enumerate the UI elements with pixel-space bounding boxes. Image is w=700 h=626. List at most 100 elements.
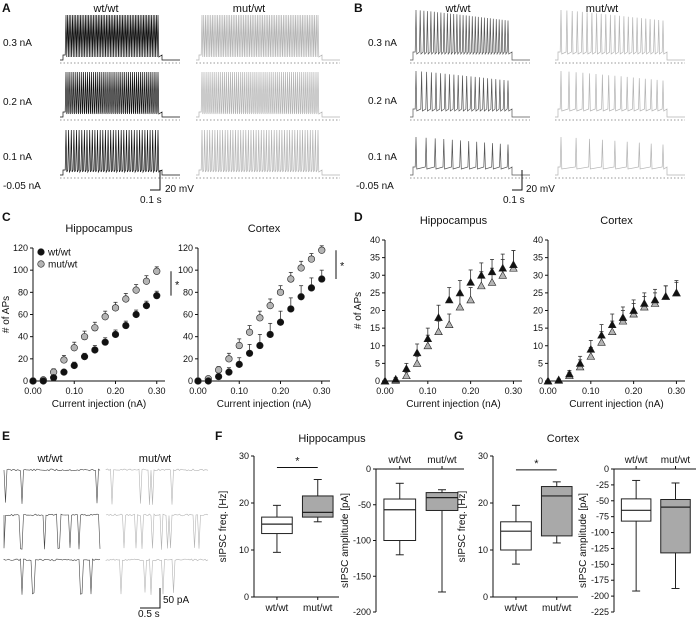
significance-star: *: [340, 261, 345, 273]
f-title: Hippocampus: [298, 433, 366, 445]
a-row-02: 0.2 nA: [3, 97, 32, 108]
x-tick-label: 0.30: [505, 386, 523, 396]
category-label: mut/wt: [303, 603, 333, 614]
b-trace-mut-0: [555, 9, 685, 61]
data-point: [307, 284, 316, 292]
y-tick-label: 20: [533, 306, 543, 316]
significance-star: *: [175, 279, 180, 291]
a-trace-wt-2: [60, 129, 180, 176]
b-col-wt: wt/wt: [444, 3, 470, 15]
b-row-02: 0.2 nA: [368, 96, 397, 107]
y-tick-label: 30: [478, 451, 488, 461]
box: [261, 516, 293, 535]
a-scale-v: 20 mV: [165, 184, 194, 195]
y-tick-label: 5: [375, 358, 380, 368]
y-tick-label: 40: [183, 332, 193, 342]
data-point: [101, 313, 109, 321]
panel-label-b: B: [354, 1, 363, 15]
a-trace-mut-1: [196, 71, 340, 118]
y-tick-label: -200: [591, 591, 609, 601]
data-point: [245, 349, 254, 357]
x-tick-label: 0.30: [668, 386, 686, 396]
a-scale-t: 0.1 s: [140, 195, 162, 206]
data-point: [543, 376, 553, 385]
data-point: [287, 305, 295, 313]
data-point: [477, 281, 486, 290]
data-point: [586, 351, 596, 360]
y-axis-label: sIPSC freq. [Hz]: [457, 490, 468, 562]
data-point: [235, 360, 243, 368]
b-row-03: 0.3 nA: [368, 38, 397, 49]
b-scale-v: 20 mV: [526, 184, 555, 195]
data-point: [498, 270, 508, 279]
data-point: [487, 277, 497, 286]
a-trace-mut-0: [196, 14, 340, 61]
y-tick-label: 30: [533, 270, 543, 280]
data-point: [70, 344, 78, 352]
data-point: [80, 353, 89, 361]
chart-title: Cortex: [248, 223, 281, 235]
g-title: Cortex: [547, 433, 580, 445]
y-tick-label: 80: [183, 287, 193, 297]
data-point: [245, 328, 254, 336]
data-point: [661, 291, 671, 300]
panel-label-a: A: [2, 1, 11, 15]
x-axis-label: Current injection (nA): [217, 399, 311, 410]
y-tick-label: 0: [188, 376, 193, 386]
data-point: [455, 288, 465, 297]
e-trace-wt-1: [3, 513, 101, 550]
e-col-mut: mut/wt: [139, 453, 171, 465]
y-tick-label: 30: [239, 451, 249, 461]
data-point: [142, 277, 151, 285]
data-point: [466, 277, 475, 286]
box: [500, 521, 532, 551]
data-point: [215, 366, 223, 374]
data-point: [487, 267, 497, 276]
y-tick-label: 0: [244, 592, 249, 602]
category-label: wt/wt: [624, 455, 648, 466]
y-tick-label: 10: [478, 545, 488, 555]
e-trace-mut-1: [105, 513, 209, 550]
data-point: [498, 263, 508, 272]
chart-G-freq: 0 10 20 30 sIPSC freq. [Hz] wt/wt mut/wt *: [457, 451, 578, 614]
data-point: [132, 310, 140, 319]
data-point: [423, 334, 433, 343]
b-scale-t: 0.1 s: [503, 195, 525, 206]
panel-label-f: F: [215, 429, 222, 443]
category-label: wt/wt: [387, 455, 411, 466]
data-point: [80, 333, 89, 341]
e-trace-wt-2: [3, 558, 101, 595]
scale-bar-b: [512, 170, 523, 191]
chart-F-amp: 0 -50 -100 -150 -200 sIPSC amplitude [pA] wt/w…: [340, 455, 464, 617]
data-point: [640, 299, 649, 307]
e-scale-t: 0.5 s: [138, 609, 160, 620]
chart-title: Cortex: [600, 215, 633, 227]
y-tick-label: -225: [591, 607, 609, 617]
y-tick-label: 20: [18, 354, 28, 364]
data-point: [287, 275, 295, 283]
legend-marker: [37, 248, 45, 256]
data-point: [554, 375, 564, 384]
x-tick-label: 0.10: [419, 386, 437, 396]
a-row-01: 0.1 nA: [3, 152, 32, 163]
data-point: [39, 377, 47, 385]
data-point: [423, 341, 433, 350]
x-axis-label: Current injection (nA): [406, 399, 500, 410]
y-tick-label: 120: [13, 243, 28, 253]
box: [660, 499, 691, 554]
data-point: [509, 260, 518, 269]
y-axis-label: sIPSC amplitude [pA]: [340, 493, 351, 588]
data-point: [402, 364, 411, 373]
data-point: [122, 321, 130, 330]
panel-label-d: D: [354, 210, 363, 224]
panel-label-g: G: [454, 429, 463, 443]
chart-G-amp: 0 -25 -50 -75 -100 -125 -150 -175 -200 -225 sIPSC …: [578, 455, 696, 617]
data-point: [597, 337, 606, 346]
data-point: [318, 275, 326, 283]
y-tick-label: 40: [18, 332, 28, 342]
data-point: [412, 348, 422, 357]
data-point: [444, 320, 454, 328]
chart-D-cortex: 0 5 10 15 20 25 30 35 40 0.00 0.10 0.20 0.30 Current …: [533, 215, 685, 410]
data-point: [297, 264, 305, 272]
